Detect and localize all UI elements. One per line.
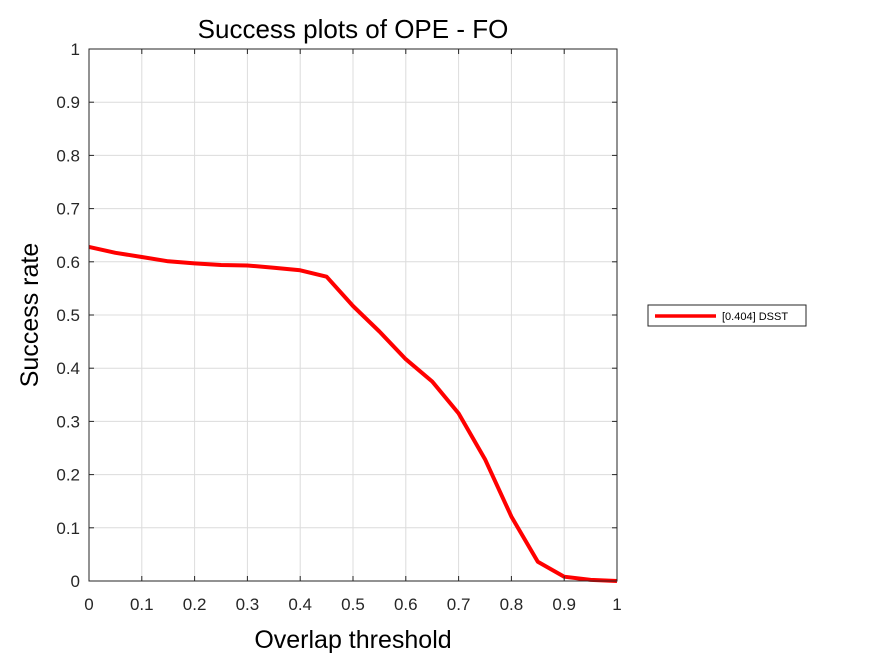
y-tick-label: 0 — [71, 572, 80, 591]
y-axis-label: Success rate — [16, 243, 44, 388]
y-tick-label: 0.6 — [56, 253, 80, 272]
x-tick-label: 0.7 — [447, 595, 471, 614]
y-tick-label: 1 — [71, 40, 80, 59]
y-tick-label: 0.5 — [56, 306, 80, 325]
x-axis-label: Overlap threshold — [254, 626, 451, 654]
chart-title: Success plots of OPE - FO — [198, 14, 509, 44]
y-tick-label: 0.7 — [56, 200, 80, 219]
y-tick-label: 0.1 — [56, 519, 80, 538]
x-tick-label: 0.1 — [130, 595, 154, 614]
x-tick-label: 0.5 — [341, 595, 365, 614]
y-tick-label: 0.8 — [56, 146, 80, 165]
legend-box — [647, 304, 807, 327]
x-tick-label: 0.2 — [183, 595, 207, 614]
series-layer — [88, 244, 618, 583]
legend-label-dsst: [0.404] DSST — [722, 311, 788, 323]
y-tick-label: 0.2 — [56, 466, 80, 485]
x-tick-label: 0.8 — [500, 595, 524, 614]
x-tick-label: 0.9 — [552, 595, 576, 614]
x-tick-label: 0.4 — [288, 595, 312, 614]
series-line-dsst — [88, 244, 618, 583]
y-tick-labels: 0 0.1 0.2 0.3 0.4 0.5 0.6 0.7 0.8 0.9 1 — [56, 40, 80, 591]
y-tick-label: 0.3 — [56, 412, 80, 431]
y-tick-label: 0.4 — [56, 359, 80, 378]
x-tick-labels: 0 0.1 0.2 0.3 0.4 0.5 0.6 0.7 0.8 0.9 1 — [84, 595, 621, 614]
x-tick-label: 0 — [84, 595, 93, 614]
x-tick-label: 0.6 — [394, 595, 418, 614]
x-tick-label: 0.3 — [236, 595, 260, 614]
x-tick-label: 1 — [612, 595, 621, 614]
legend: [0.404] DSST — [647, 304, 807, 327]
y-tick-label: 0.9 — [56, 93, 80, 112]
tick-marks — [88, 48, 618, 582]
